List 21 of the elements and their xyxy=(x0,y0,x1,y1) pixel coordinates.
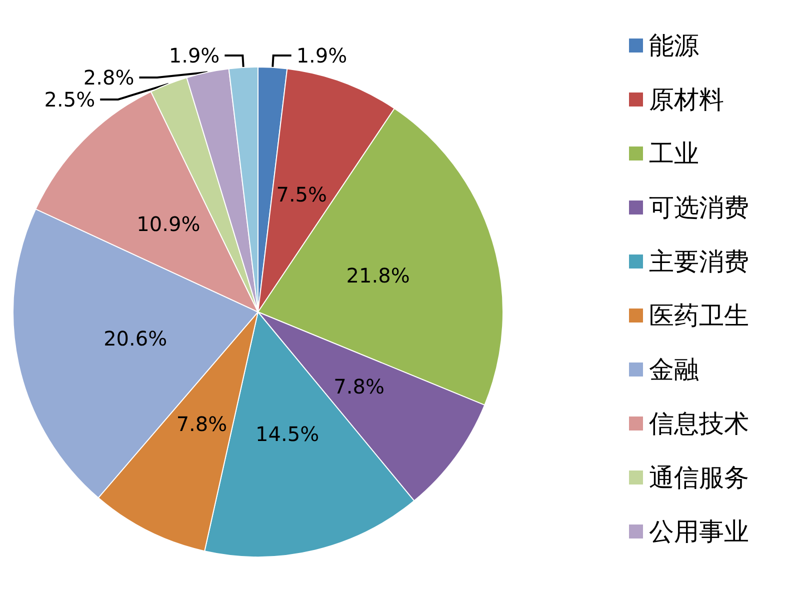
data-label: 7.8% xyxy=(334,374,384,398)
legend-label: 金融 xyxy=(649,355,699,384)
data-label: 2.5% xyxy=(44,87,96,112)
data-label: 1.9% xyxy=(296,43,348,68)
data-label: 21.8% xyxy=(346,263,410,288)
legend-label: 原材料 xyxy=(649,85,724,114)
data-label: 7.5% xyxy=(276,182,328,206)
data-label: 20.6% xyxy=(104,326,168,351)
data-label: 1.9% xyxy=(168,43,220,68)
legend-label: 主要消费 xyxy=(649,247,749,276)
data-label: 7.8% xyxy=(176,412,228,436)
legend-label: 可选消费 xyxy=(649,193,749,222)
data-label: 10.9% xyxy=(136,212,200,236)
data-label: 2.8% xyxy=(83,65,134,90)
legend-label: 公用事业 xyxy=(649,517,749,546)
legend-label: 信息技术 xyxy=(649,409,749,438)
legend-label: 工业 xyxy=(649,139,699,168)
legend-label: 能源 xyxy=(649,31,699,60)
legend-label: 通信服务 xyxy=(649,463,749,492)
data-label: 14.5% xyxy=(256,422,320,446)
legend-label: 医药卫生 xyxy=(649,301,749,330)
